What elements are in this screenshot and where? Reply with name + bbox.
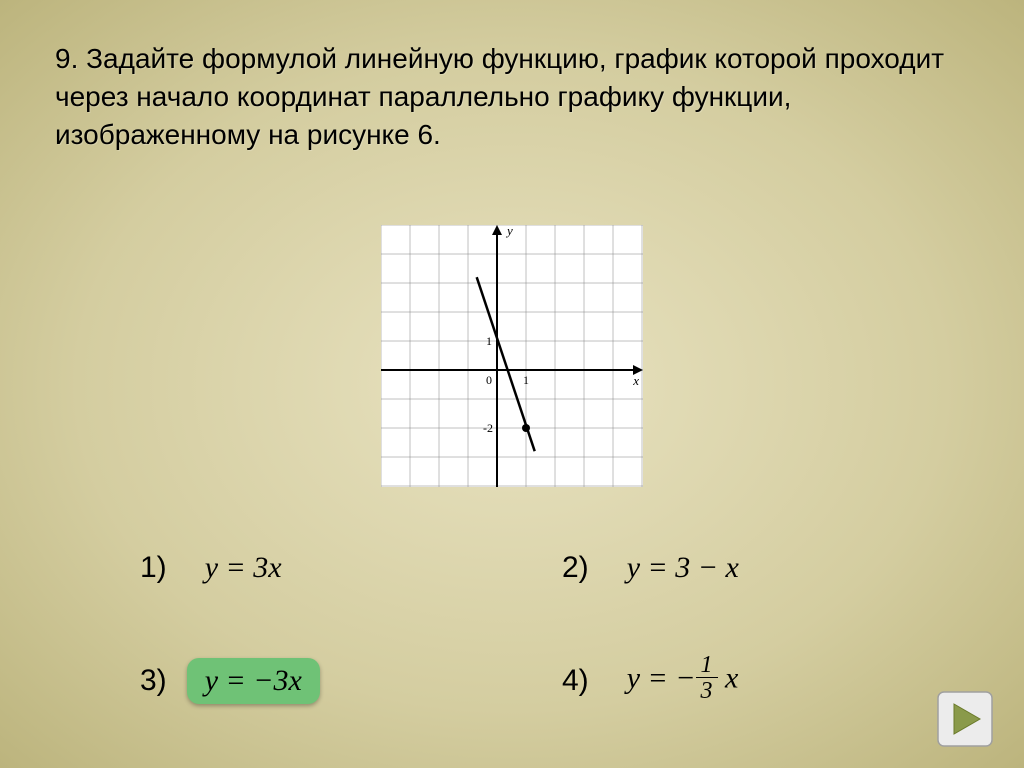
answer-options: 1) y = 3x 2) y = 3 − x 3) y = −3x 4) y =…: [140, 545, 924, 712]
option-1-number: 1): [140, 551, 167, 585]
option-1[interactable]: 1) y = 3x: [140, 545, 502, 591]
svg-text:x: x: [632, 373, 639, 388]
option-4-number: 4): [562, 664, 589, 698]
option-1-formula: y = 3x: [187, 545, 300, 591]
option-4-suffix: x: [718, 662, 739, 695]
svg-text:0: 0: [486, 373, 492, 387]
option-4-fraction: 13: [696, 653, 718, 704]
svg-text:1: 1: [523, 373, 529, 387]
option-4-prefix: y = −: [627, 662, 696, 695]
svg-text:y: y: [505, 225, 513, 238]
chart-svg: x y 1 0 1 -2: [381, 225, 643, 487]
svg-text:1: 1: [486, 334, 492, 348]
option-2[interactable]: 2) y = 3 − x: [562, 545, 924, 591]
option-3-formula: y = −3x: [187, 658, 320, 704]
next-button[interactable]: [936, 690, 994, 748]
option-2-formula: y = 3 − x: [609, 545, 757, 591]
option-4[interactable]: 4) y = −13 x: [562, 649, 924, 712]
next-arrow-icon: [936, 690, 994, 748]
svg-text:-2: -2: [483, 421, 493, 435]
question-text: 9. Задайте формулой линейную функцию, гр…: [55, 40, 969, 153]
option-3-number: 3): [140, 664, 167, 698]
option-4-formula: y = −13 x: [609, 649, 757, 712]
option-3[interactable]: 3) y = −3x: [140, 649, 502, 712]
option-2-number: 2): [562, 551, 589, 585]
function-chart: x y 1 0 1 -2: [381, 225, 643, 487]
